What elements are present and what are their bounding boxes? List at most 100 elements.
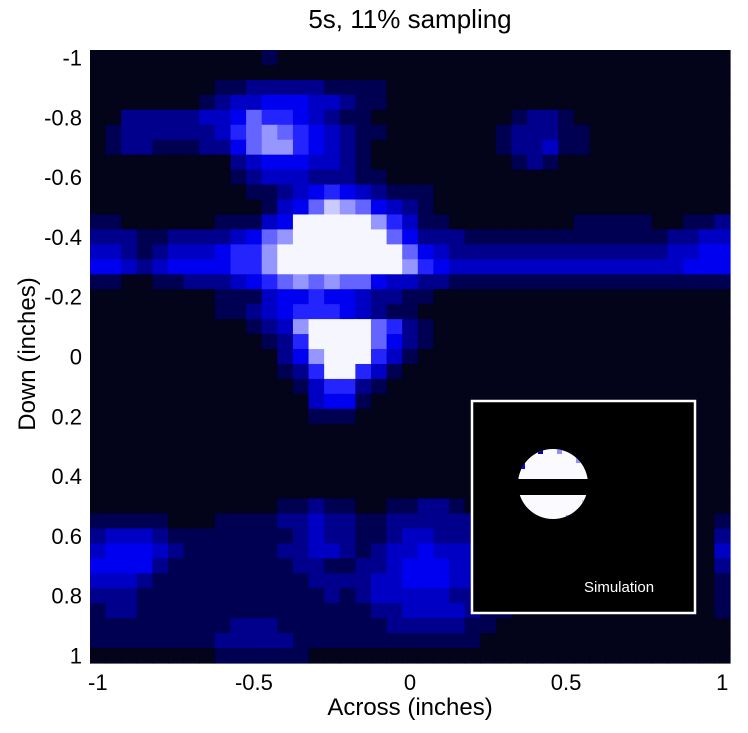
heatmap-cell — [105, 214, 122, 231]
heatmap-cell — [651, 109, 669, 126]
heatmap-cell — [105, 79, 122, 96]
heatmap-cell — [199, 289, 216, 305]
heatmap-cell — [620, 64, 637, 81]
heatmap-cell — [698, 618, 715, 634]
heatmap-cell — [214, 139, 232, 156]
heatmap-cell — [105, 633, 122, 649]
heatmap-cell — [433, 378, 450, 395]
heatmap-cell — [90, 648, 107, 664]
heatmap-cell — [90, 334, 107, 350]
heatmap-cell — [339, 528, 356, 544]
heatmap-cell — [105, 349, 122, 365]
heatmap-cell — [605, 169, 622, 186]
heatmap-cell — [667, 109, 684, 126]
heatmap-cell — [246, 543, 263, 559]
heatmap-cell — [308, 319, 325, 335]
heatmap-cell — [527, 169, 544, 186]
heatmap-cell — [136, 169, 154, 186]
heatmap-cell — [199, 79, 216, 96]
heatmap-cell — [620, 214, 637, 231]
heatmap-cell — [183, 558, 200, 574]
heatmap-cell — [355, 423, 372, 440]
heatmap-cell — [480, 94, 497, 111]
heatmap-cell — [261, 423, 278, 440]
heatmap-cell — [386, 169, 403, 186]
heatmap-cell — [417, 349, 435, 365]
heatmap-cell — [698, 513, 715, 530]
heatmap-cell — [683, 618, 700, 634]
heatmap-cell — [370, 319, 388, 335]
heatmap-cell — [277, 543, 294, 559]
heatmap-cell — [152, 618, 169, 634]
heatmap-cell — [90, 109, 107, 126]
heatmap-cell — [339, 64, 356, 81]
heatmap-cell — [589, 319, 606, 335]
heatmap-cell — [214, 633, 232, 649]
heatmap-cell — [355, 408, 372, 425]
heatmap-cell — [90, 558, 107, 574]
heatmap-cell — [355, 94, 372, 111]
heatmap-cell — [324, 274, 341, 290]
heatmap-cell — [168, 349, 185, 365]
heatmap-cell — [402, 558, 419, 574]
heatmap-cell — [136, 393, 154, 410]
heatmap-cell — [573, 618, 591, 634]
heatmap-cell — [168, 483, 185, 500]
heatmap-cell — [542, 334, 559, 350]
heatmap-cell — [292, 169, 310, 186]
heatmap-cell — [402, 94, 419, 111]
heatmap-cell — [90, 349, 107, 365]
heatmap-cell — [246, 393, 263, 410]
heatmap-cell — [292, 64, 310, 81]
heatmap-cell — [558, 184, 575, 201]
heatmap-cell — [183, 124, 200, 141]
heatmap-cell — [417, 603, 435, 619]
heatmap-cell — [714, 423, 731, 440]
heatmap-cell — [667, 349, 684, 365]
heatmap-cell — [370, 363, 388, 380]
heatmap-cell — [355, 438, 372, 455]
heatmap-cell — [433, 483, 450, 500]
heatmap-cell — [136, 468, 154, 485]
heatmap-cell — [527, 124, 544, 141]
heatmap-cell — [589, 229, 606, 245]
heatmap-cell — [714, 229, 731, 245]
heatmap-cell — [355, 543, 372, 559]
heatmap-cell — [527, 109, 544, 126]
heatmap-cell — [136, 349, 154, 365]
heatmap-cell — [292, 50, 310, 66]
heatmap-cell — [558, 289, 575, 305]
heatmap-cell — [199, 588, 216, 604]
heatmap-cell — [277, 528, 294, 544]
heatmap-cell — [90, 483, 107, 500]
heatmap-cell — [277, 483, 294, 500]
heatmap-cell — [370, 259, 388, 275]
heatmap-cell — [121, 349, 138, 365]
heatmap-cell — [402, 588, 419, 604]
heatmap-cell — [308, 154, 325, 171]
heatmap-cell — [464, 319, 481, 335]
heatmap-cell — [683, 139, 700, 156]
heatmap-cell — [480, 139, 497, 156]
heatmap-cell — [324, 513, 341, 530]
heatmap-cell — [714, 498, 731, 515]
heatmap-cell — [651, 214, 669, 231]
heatmap-cell — [121, 154, 138, 171]
heatmap-cell — [527, 618, 544, 634]
heatmap-cell — [292, 363, 310, 380]
heatmap-cell — [449, 274, 466, 290]
heatmap-cell — [511, 244, 528, 260]
heatmap-cell — [605, 64, 622, 81]
heatmap-cell — [698, 169, 715, 186]
heatmap-cell — [683, 319, 700, 335]
heatmap-cell — [90, 79, 107, 96]
heatmap-cell — [324, 603, 341, 619]
heatmap-cell — [495, 169, 513, 186]
heatmap-cell — [620, 648, 637, 664]
heatmap-cell — [714, 408, 731, 425]
heatmap-cell — [449, 498, 466, 515]
heatmap-cell — [620, 169, 637, 186]
heatmap-cell — [511, 154, 528, 171]
heatmap-cell — [324, 214, 341, 231]
heatmap-cell — [308, 94, 325, 111]
